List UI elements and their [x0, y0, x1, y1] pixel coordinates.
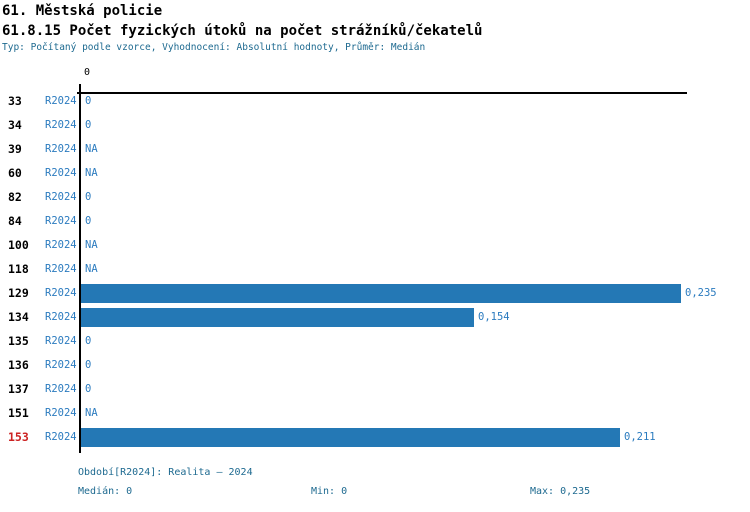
- row-period-link[interactable]: R2024: [45, 335, 77, 347]
- value-bar: [81, 308, 474, 327]
- row-category-label: 33: [8, 94, 22, 108]
- row-category-label: 151: [8, 406, 29, 420]
- row-category-label: 84: [8, 214, 22, 228]
- chart-row: 151 R2024 NA: [0, 401, 750, 425]
- chart-row: 100 R2024 NA: [0, 233, 750, 257]
- section-title: 61. Městská policie: [2, 3, 163, 19]
- y-axis-line: [79, 84, 81, 453]
- row-period-link[interactable]: R2024: [45, 407, 77, 419]
- row-period-link[interactable]: R2024: [45, 383, 77, 395]
- chart-row: 136 R2024 0: [0, 353, 750, 377]
- row-category-label: 34: [8, 118, 22, 132]
- chart-row: 33 R2024 0: [0, 89, 750, 113]
- row-period-link[interactable]: R2024: [45, 287, 77, 299]
- chart-row: 60 R2024 NA: [0, 161, 750, 185]
- row-category-label: 118: [8, 262, 29, 276]
- row-category-label: 39: [8, 142, 22, 156]
- bar-chart: 0 33 R2024 0 34 R2024 0 39 R2024 NA 60 R2024 NA 82 R2…: [0, 67, 750, 455]
- x-axis-line: [77, 92, 687, 94]
- median-stat: Medián: 0: [78, 486, 133, 497]
- row-value-label: 0: [85, 383, 92, 395]
- value-bar: [81, 428, 620, 447]
- chart-row: 118 R2024 NA: [0, 257, 750, 281]
- row-value-label: 0: [85, 95, 92, 107]
- chart-row: 129 R2024 0,235: [0, 281, 750, 305]
- row-value-label: NA: [85, 239, 98, 251]
- row-period-link[interactable]: R2024: [45, 311, 77, 323]
- row-category-label: 129: [8, 286, 29, 300]
- row-period-link[interactable]: R2024: [45, 215, 77, 227]
- row-value-label: 0: [85, 191, 92, 203]
- row-category-label: 60: [8, 166, 22, 180]
- row-category-label: 137: [8, 382, 29, 396]
- row-value-label: 0: [85, 119, 92, 131]
- row-period-link[interactable]: R2024: [45, 95, 77, 107]
- row-category-label: 82: [8, 190, 22, 204]
- row-category-label: 134: [8, 310, 29, 324]
- row-value-label: 0: [85, 215, 92, 227]
- chart-row: 39 R2024 NA: [0, 137, 750, 161]
- x-axis-tick-label: 0: [84, 67, 91, 78]
- chart-row: 84 R2024 0: [0, 209, 750, 233]
- chart-row: 137 R2024 0: [0, 377, 750, 401]
- row-category-label: 100: [8, 238, 29, 252]
- indicator-title: 61.8.15 Počet fyzických útoků na počet s…: [2, 23, 483, 39]
- row-period-link[interactable]: R2024: [45, 263, 77, 275]
- row-value-label: NA: [85, 263, 98, 275]
- row-value-label: 0,235: [685, 287, 717, 299]
- period-info: Období[R2024]: Realita – 2024: [78, 467, 253, 478]
- chart-row: 34 R2024 0: [0, 113, 750, 137]
- row-value-label: NA: [85, 143, 98, 155]
- max-stat: Max: 0,235: [530, 486, 591, 497]
- row-value-label: 0: [85, 335, 92, 347]
- value-bar: [81, 284, 681, 303]
- row-period-link[interactable]: R2024: [45, 167, 77, 179]
- row-period-link[interactable]: R2024: [45, 431, 77, 443]
- row-value-label: 0,154: [478, 311, 510, 323]
- chart-row: 153 R2024 0,211: [0, 425, 750, 449]
- row-category-label: 136: [8, 358, 29, 372]
- min-stat: Min: 0: [311, 486, 348, 497]
- chart-row: 82 R2024 0: [0, 185, 750, 209]
- row-value-label: NA: [85, 167, 98, 179]
- row-value-label: NA: [85, 407, 98, 419]
- row-category-label: 153: [8, 430, 29, 444]
- row-value-label: 0: [85, 359, 92, 371]
- row-period-link[interactable]: R2024: [45, 119, 77, 131]
- row-value-label: 0,211: [624, 431, 656, 443]
- row-period-link[interactable]: R2024: [45, 359, 77, 371]
- row-period-link[interactable]: R2024: [45, 191, 77, 203]
- chart-row: 135 R2024 0: [0, 329, 750, 353]
- row-period-link[interactable]: R2024: [45, 239, 77, 251]
- chart-row: 134 R2024 0,154: [0, 305, 750, 329]
- row-category-label: 135: [8, 334, 29, 348]
- indicator-meta: Typ: Počítaný podle vzorce, Vyhodnocení:…: [2, 42, 426, 53]
- row-period-link[interactable]: R2024: [45, 143, 77, 155]
